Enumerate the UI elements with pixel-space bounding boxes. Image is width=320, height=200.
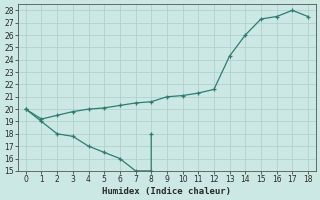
X-axis label: Humidex (Indice chaleur): Humidex (Indice chaleur) <box>102 187 231 196</box>
